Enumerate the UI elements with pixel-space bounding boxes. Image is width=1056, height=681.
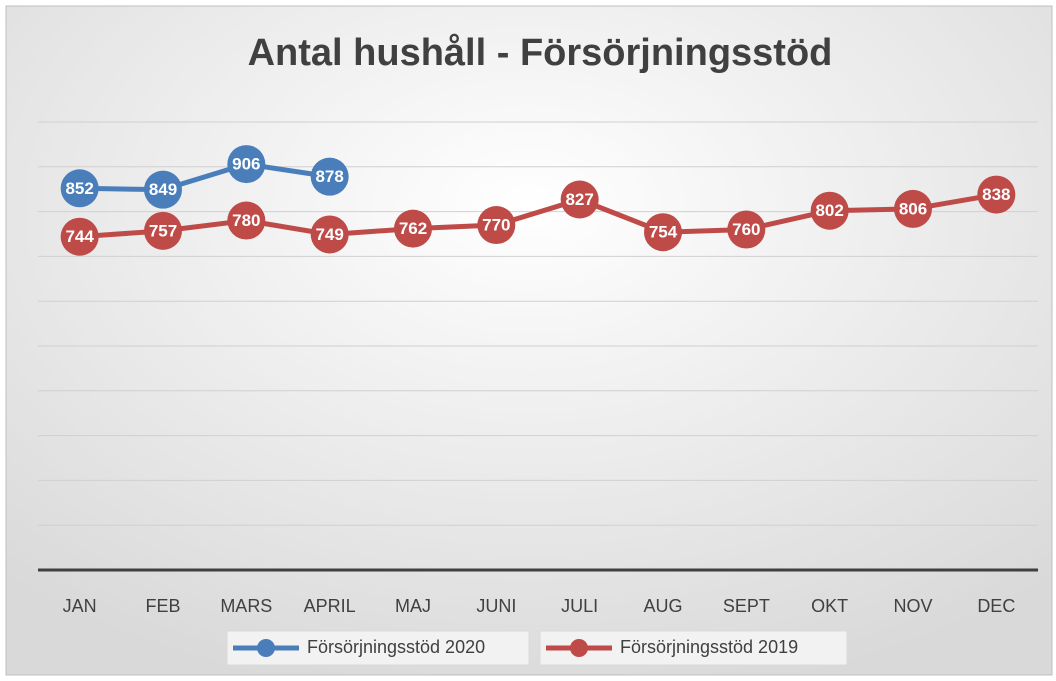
data-label: 754 [649, 223, 678, 242]
data-label: 852 [65, 179, 93, 198]
chart-background [5, 5, 1053, 676]
x-tick-label: APRIL [304, 596, 356, 616]
chart-title: Antal hushåll - Försörjningsstöd [248, 32, 833, 74]
x-tick-label: JAN [63, 596, 97, 616]
data-label: 878 [315, 167, 343, 186]
data-point [60, 169, 99, 208]
legend-label: Försörjningsstöd 2019 [620, 637, 798, 657]
data-point [310, 215, 349, 254]
x-tick-label: AUG [643, 596, 682, 616]
data-label: 749 [315, 225, 343, 244]
data-point [727, 210, 766, 249]
x-tick-label: SEPT [723, 596, 770, 616]
data-point [977, 175, 1016, 214]
legend-label: Försörjningsstöd 2020 [307, 637, 485, 657]
data-point [810, 191, 849, 230]
data-label: 762 [399, 219, 427, 238]
x-tick-label: OKT [811, 596, 848, 616]
x-tick-label: MARS [220, 596, 272, 616]
data-point [894, 189, 932, 228]
data-point [144, 170, 182, 209]
data-label: 760 [732, 220, 760, 239]
data-point [394, 209, 432, 248]
data-point [477, 206, 516, 245]
x-tick-label: DEC [977, 596, 1015, 616]
series-line [79, 161, 331, 193]
data-label: 780 [232, 211, 260, 230]
data-label: 802 [815, 201, 843, 220]
data-label: 827 [565, 190, 593, 209]
data-point [560, 180, 599, 219]
data-label: 770 [482, 216, 510, 235]
data-label: 806 [899, 199, 927, 218]
x-tick-label: JULI [561, 596, 598, 616]
legend-marker [257, 639, 275, 657]
data-point [644, 213, 682, 252]
x-tick-label: FEB [145, 596, 180, 616]
data-label: 906 [232, 155, 260, 174]
data-point [227, 201, 266, 240]
legend-marker [570, 639, 588, 657]
data-point [144, 211, 182, 250]
x-tick-label: NOV [893, 596, 932, 616]
data-label: 757 [149, 221, 177, 240]
data-label: 838 [982, 185, 1010, 204]
x-tick-label: MAJ [395, 596, 431, 616]
x-tick-label: JUNI [476, 596, 516, 616]
data-point [310, 157, 349, 196]
data-point [227, 145, 266, 184]
data-label: 849 [149, 180, 177, 199]
data-label: 744 [65, 227, 94, 246]
data-point [60, 217, 99, 256]
